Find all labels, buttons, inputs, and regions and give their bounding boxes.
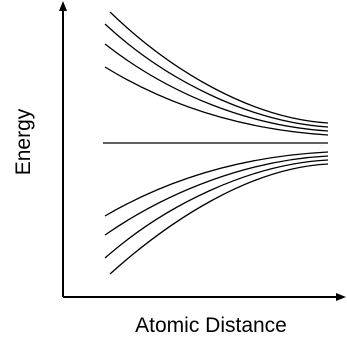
y-axis-label: Energy	[12, 108, 35, 175]
lower-curve-4	[109, 163, 329, 275]
upper-curve-3	[104, 43, 329, 132]
x-axis-label: Atomic Distance	[135, 314, 287, 337]
upper-curve-4	[104, 66, 329, 136]
upper-curve-2	[104, 23, 329, 128]
lower-curve-1	[104, 151, 329, 217]
lower-curve-2	[104, 155, 329, 236]
lower-curve-3	[104, 159, 329, 259]
upper-curve-1	[109, 11, 329, 124]
